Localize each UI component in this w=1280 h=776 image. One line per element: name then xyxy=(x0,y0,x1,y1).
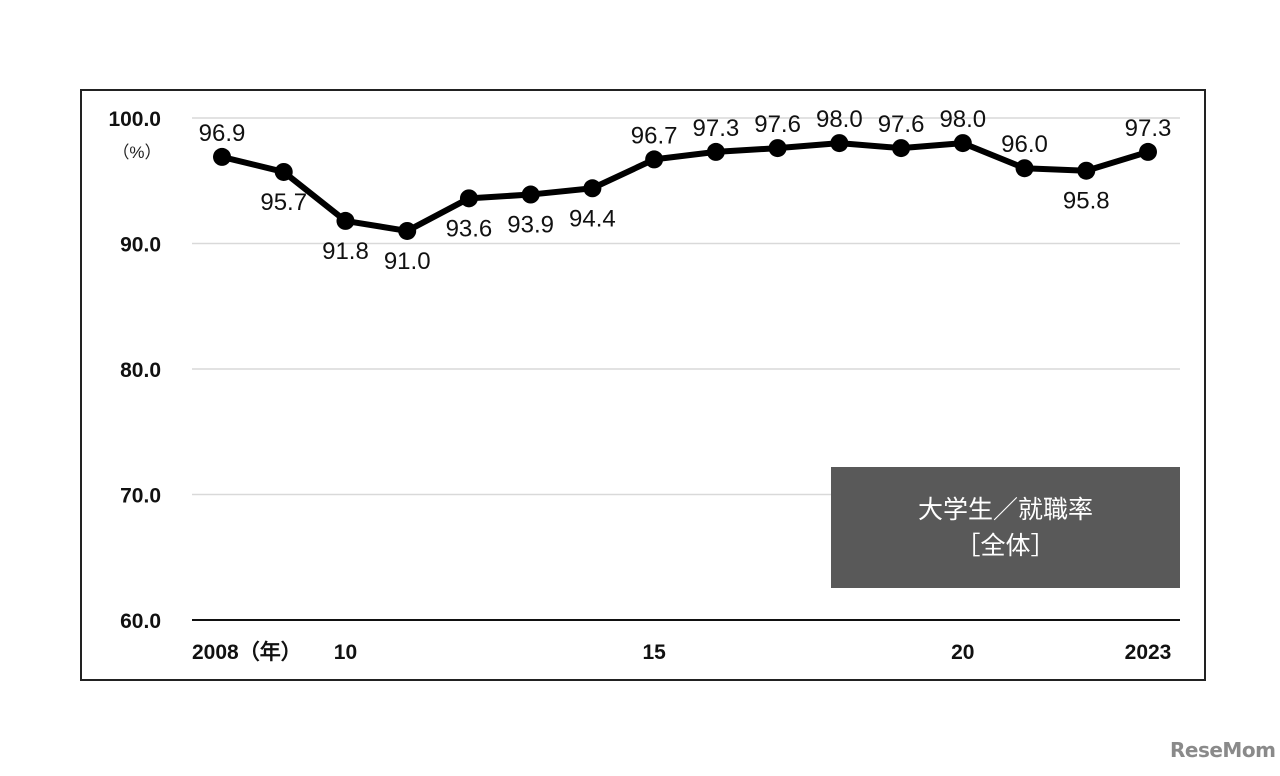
data-point-marker xyxy=(583,179,602,198)
data-point-marker xyxy=(1077,161,1096,180)
data-label: 97.6 xyxy=(878,111,925,138)
data-point-marker xyxy=(830,134,849,153)
x-tick-label: 20 xyxy=(951,641,974,664)
data-point-marker xyxy=(953,134,972,153)
data-label: 96.7 xyxy=(631,122,678,149)
data-label: 96.0 xyxy=(1001,131,1048,158)
chart-frame xyxy=(80,89,1206,681)
resemom-logo: ReseMom xyxy=(1170,738,1276,762)
data-point-marker xyxy=(521,185,540,204)
y-tick-label: 90.0 xyxy=(120,234,161,257)
x-tick-label: 2023 xyxy=(1125,641,1172,664)
data-label: 97.6 xyxy=(754,111,801,138)
data-label: 91.8 xyxy=(322,238,369,265)
data-label: 96.9 xyxy=(199,120,246,147)
data-point-marker xyxy=(1139,142,1157,161)
data-label: 93.9 xyxy=(507,212,554,239)
data-point-marker xyxy=(398,221,417,240)
data-point-marker xyxy=(459,189,478,208)
y-tick-label: 100.0 xyxy=(108,108,161,131)
legend-line1: 大学生／就職率 xyxy=(917,494,1093,524)
data-point-marker xyxy=(768,139,787,158)
data-point-marker xyxy=(892,139,911,158)
data-label: 95.8 xyxy=(1063,188,1110,215)
data-label: 94.4 xyxy=(569,205,616,232)
y-tick-label: 70.0 xyxy=(120,485,161,508)
y-tick-label: 60.0 xyxy=(120,610,161,633)
data-label: 97.3 xyxy=(1125,115,1172,142)
series-line xyxy=(221,140,1149,234)
data-point-marker xyxy=(336,211,355,230)
data-label: 95.7 xyxy=(260,189,307,216)
data-point-marker xyxy=(645,150,664,169)
legend-line2: ［全体］ xyxy=(955,530,1056,560)
data-label: 98.0 xyxy=(816,106,863,133)
data-label: 91.0 xyxy=(384,248,431,275)
data-point-marker xyxy=(706,142,725,161)
data-point-marker xyxy=(1015,159,1034,178)
x-tick-label: 10 xyxy=(334,641,357,664)
data-label: 93.6 xyxy=(446,215,493,242)
data-label: 97.3 xyxy=(693,115,740,142)
y-unit-label: （%） xyxy=(112,143,161,162)
data-point-marker xyxy=(274,162,293,181)
chart-legend-box: 大学生／就職率 ［全体］ xyxy=(831,467,1180,588)
x-tick-label: 2008（年） xyxy=(192,640,302,664)
x-tick-label: 15 xyxy=(642,641,666,664)
data-label: 98.0 xyxy=(939,106,986,133)
data-point-marker xyxy=(213,147,231,166)
y-tick-label: 80.0 xyxy=(120,359,161,382)
